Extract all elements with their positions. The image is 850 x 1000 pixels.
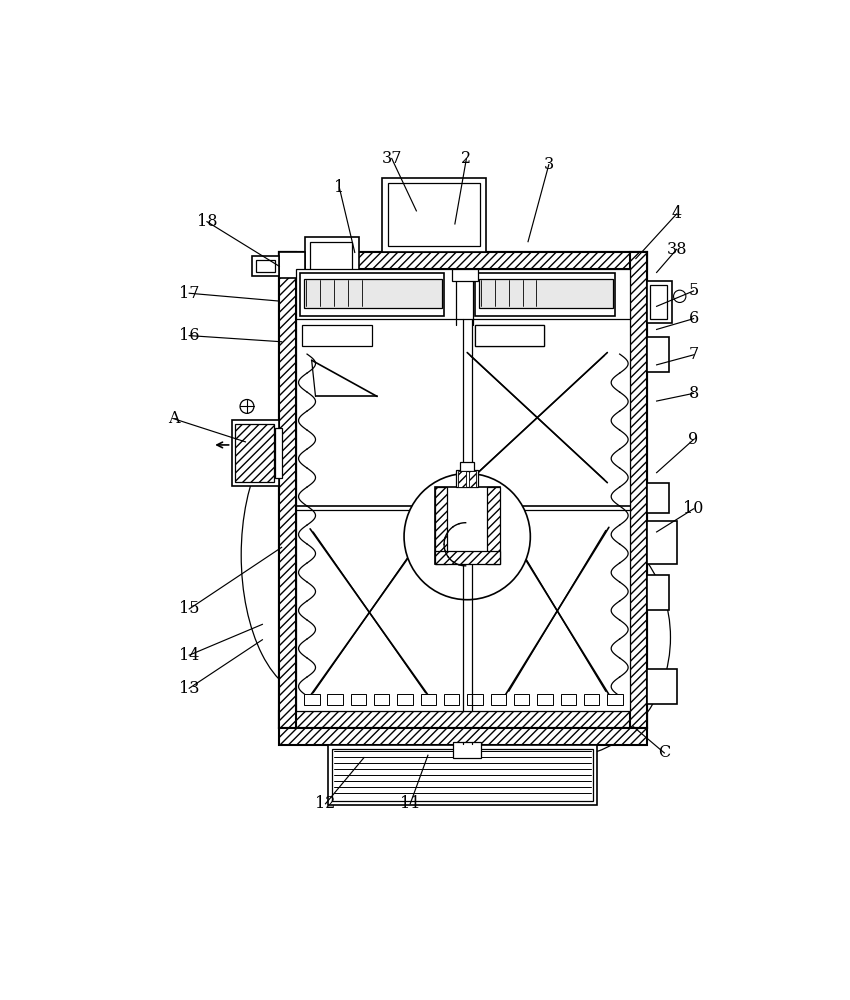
Text: 5: 5 <box>688 282 699 299</box>
Text: 8: 8 <box>688 385 699 402</box>
Circle shape <box>404 473 530 600</box>
Text: 37: 37 <box>382 150 402 167</box>
Bar <box>328 745 598 805</box>
Bar <box>280 711 648 728</box>
Bar <box>300 273 444 316</box>
Bar <box>280 728 648 745</box>
Bar <box>435 487 500 564</box>
Bar <box>351 694 366 705</box>
Bar <box>648 281 672 323</box>
Text: 11: 11 <box>400 795 421 812</box>
Bar <box>560 694 576 705</box>
Bar <box>388 183 480 246</box>
Text: 10: 10 <box>683 500 704 517</box>
Bar <box>648 521 677 564</box>
Bar <box>280 252 648 728</box>
Bar <box>648 337 669 372</box>
Bar <box>631 252 648 728</box>
Bar <box>648 575 669 610</box>
Bar <box>252 256 280 276</box>
Bar <box>256 260 275 272</box>
Bar <box>435 487 447 564</box>
Bar <box>514 694 530 705</box>
Bar <box>235 424 274 482</box>
Bar <box>537 694 553 705</box>
Text: 13: 13 <box>179 680 200 697</box>
Circle shape <box>240 400 254 413</box>
Bar <box>280 252 297 728</box>
Text: 6: 6 <box>688 310 699 327</box>
Text: 16: 16 <box>179 327 200 344</box>
Bar <box>327 694 343 705</box>
Bar <box>475 325 544 346</box>
Bar <box>458 471 466 487</box>
Bar <box>398 694 413 705</box>
Text: 12: 12 <box>315 795 336 812</box>
Text: 1: 1 <box>334 179 344 196</box>
Text: 14: 14 <box>179 647 200 664</box>
Bar <box>490 694 506 705</box>
Circle shape <box>673 290 686 302</box>
Bar <box>382 178 485 252</box>
Text: 2: 2 <box>462 150 472 167</box>
Text: 3: 3 <box>544 156 554 173</box>
Text: 15: 15 <box>179 600 200 617</box>
Text: A: A <box>168 410 179 427</box>
Bar <box>456 470 478 487</box>
Bar <box>468 694 483 705</box>
Bar <box>303 325 371 346</box>
Bar <box>280 252 304 278</box>
Bar <box>332 749 593 801</box>
Bar <box>648 669 677 704</box>
Bar <box>297 269 631 711</box>
Bar <box>275 428 281 478</box>
Bar <box>444 694 459 705</box>
Text: 7: 7 <box>688 346 699 363</box>
Bar <box>231 420 280 486</box>
Bar <box>460 462 474 471</box>
Bar <box>453 742 481 758</box>
Bar <box>487 487 500 564</box>
Text: 18: 18 <box>196 213 218 230</box>
Bar <box>648 483 669 513</box>
Bar <box>280 252 648 269</box>
Text: 38: 38 <box>666 241 687 258</box>
Text: 4: 4 <box>672 205 682 222</box>
Text: 17: 17 <box>179 285 200 302</box>
Bar <box>421 694 436 705</box>
Text: 9: 9 <box>688 431 699 448</box>
Bar <box>479 279 613 308</box>
Bar <box>584 694 599 705</box>
Bar <box>310 242 353 277</box>
Bar <box>607 694 622 705</box>
Bar <box>468 471 477 487</box>
Bar <box>435 551 500 564</box>
Bar <box>475 273 615 316</box>
Bar <box>452 269 478 281</box>
Text: C: C <box>658 744 671 761</box>
Bar <box>475 325 544 346</box>
Bar <box>304 694 320 705</box>
Bar <box>304 237 359 282</box>
Bar <box>374 694 389 705</box>
Bar <box>650 285 667 319</box>
Bar <box>304 279 442 308</box>
